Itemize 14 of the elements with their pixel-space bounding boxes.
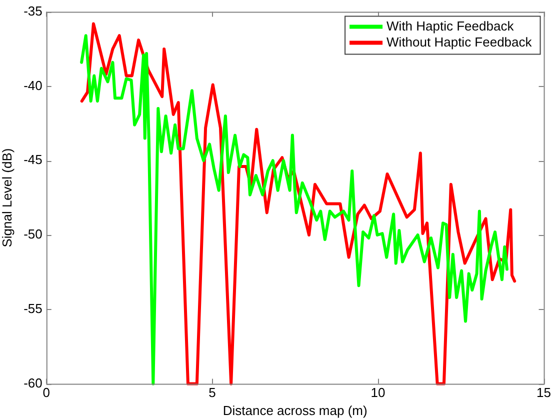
x-tick-label: 10 xyxy=(370,385,386,400)
y-tick-label: -55 xyxy=(24,300,42,316)
legend-label: With Haptic Feedback xyxy=(386,18,514,34)
y-axis-title: Signal Level (dB) xyxy=(0,148,14,248)
y-tick-label: -60 xyxy=(24,375,42,390)
x-axis-title: Distance across map (m) xyxy=(222,402,368,418)
x-tick-label: 15 xyxy=(536,385,552,400)
x-tick-label: 0 xyxy=(42,385,50,400)
y-tick-label: -50 xyxy=(24,226,42,242)
y-tick-label: -40 xyxy=(24,78,42,93)
x-tick-label: 5 xyxy=(208,385,216,400)
y-tick-label: -35 xyxy=(24,3,42,18)
y-tick-label: -45 xyxy=(24,152,42,168)
legend-label: Without Haptic Feedback xyxy=(386,34,532,50)
